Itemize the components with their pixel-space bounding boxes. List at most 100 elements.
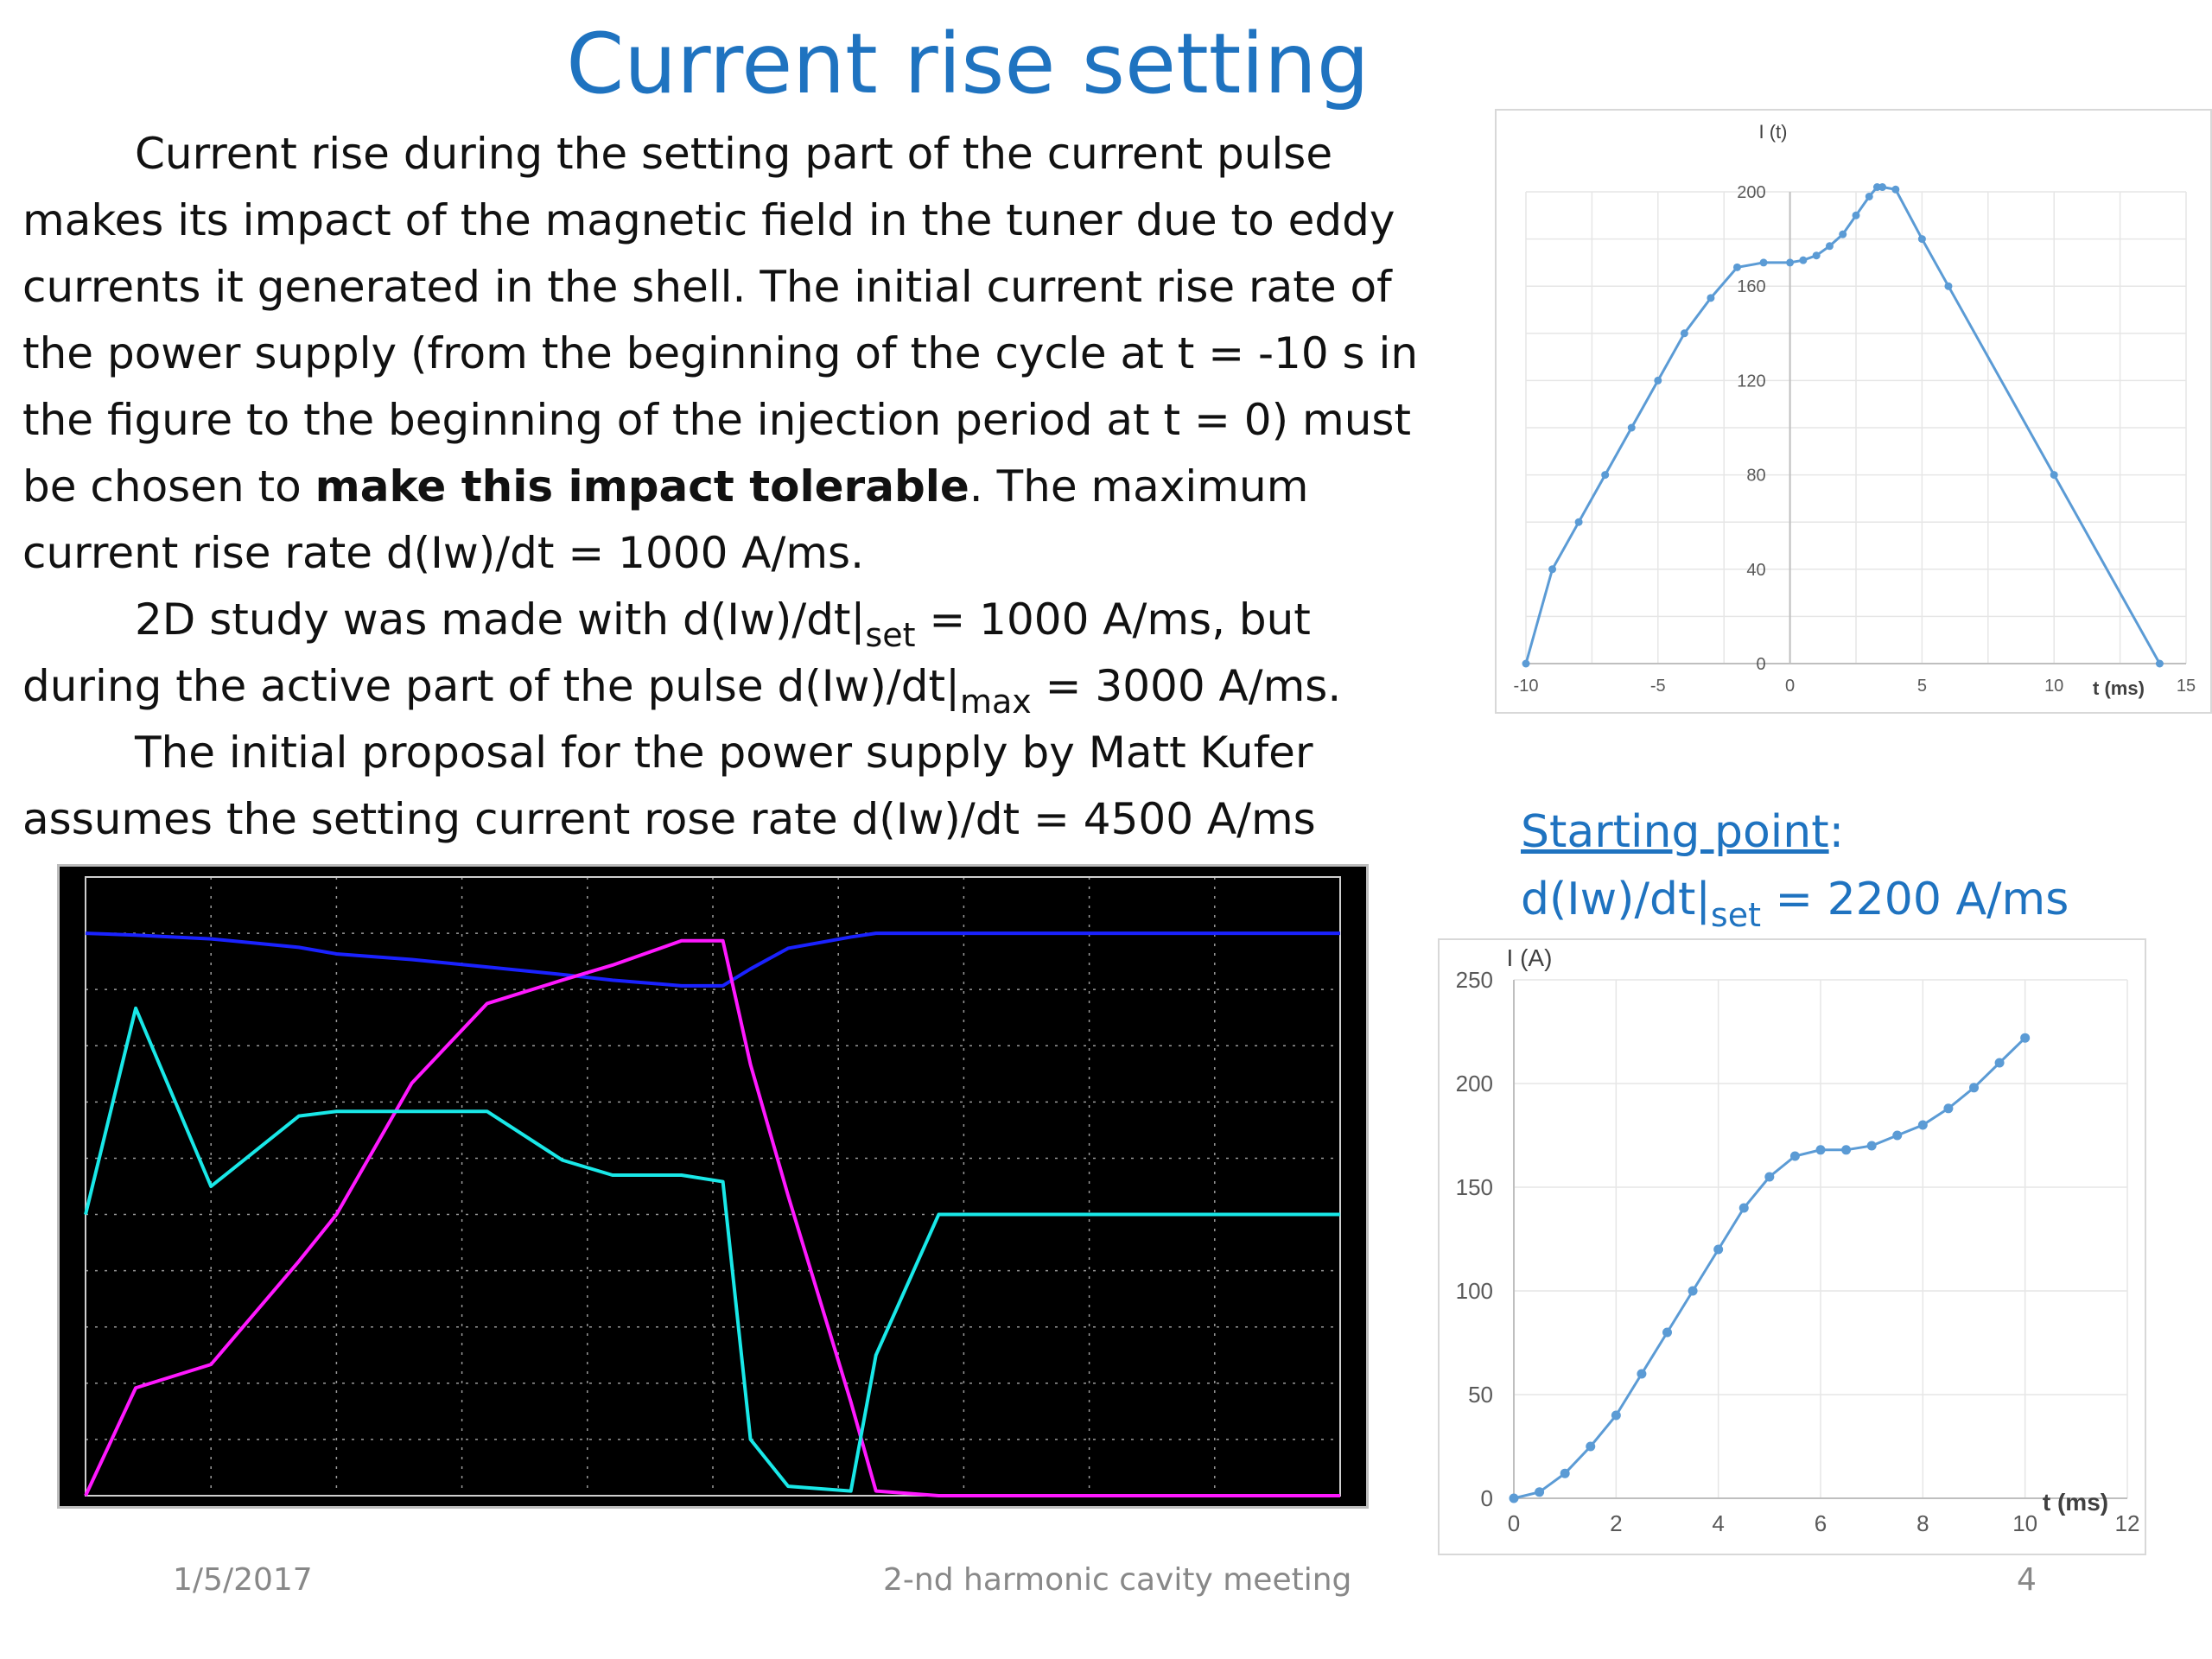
x-tick-label: 10	[2012, 1510, 2037, 1536]
slide-title: Current rise setting	[566, 16, 1370, 112]
data-point	[1839, 230, 1847, 238]
x-tick-label: -10	[1514, 677, 1539, 696]
y-tick-label: 100	[1456, 1278, 1493, 1304]
y-tick-label: 80	[1746, 467, 1765, 486]
data-point	[1764, 1172, 1775, 1182]
x-tick-label: 5	[1917, 677, 1927, 696]
data-point	[1969, 1083, 1979, 1093]
x-tick-label: 2	[1610, 1510, 1622, 1536]
data-point	[1738, 1203, 1749, 1213]
data-point	[2155, 659, 2164, 668]
y-tick-label: 0	[1756, 655, 1765, 674]
chart-rise: 0 2 4 6 8 10 12 0 50 100 150 200 250 I (A) t (ms)	[1456, 944, 2140, 1536]
y-axis-title: I (A)	[1507, 944, 1553, 971]
oscilloscope-panel	[57, 864, 1369, 1509]
x-axis-title: t (ms)	[2043, 1489, 2108, 1516]
starting-point-heading-line: Starting point:	[1521, 798, 2195, 866]
scope-trace	[84, 938, 1340, 1497]
chart-pulse-panel: -10 -5 0 5 10 15 0 40 80 120 160 200 I (t) t (ms)	[1495, 109, 2212, 714]
subscript-set: set	[865, 616, 916, 654]
x-tick-label: 4	[1712, 1510, 1724, 1536]
data-point	[1812, 251, 1821, 260]
x-tick-label: 0	[1785, 677, 1795, 696]
data-point	[1560, 1468, 1570, 1478]
data-point	[1601, 471, 1610, 480]
y-tick-label: 0	[1481, 1485, 1493, 1511]
footer-date: 1/5/2017	[173, 1562, 313, 1598]
chart-rise-panel: 0 2 4 6 8 10 12 0 50 100 150 200 250 I (A) t (ms)	[1438, 938, 2146, 1555]
starting-point: Starting point: d(Iw)/dt|set = 2200 A/ms	[1521, 798, 2195, 933]
starting-point-formula: d(Iw)/dt|set = 2200 A/ms	[1521, 866, 2195, 933]
x-tick-label: 8	[1916, 1510, 1929, 1536]
data-point	[1522, 659, 1530, 668]
data-point	[1799, 256, 1808, 264]
data-point	[1662, 1327, 1672, 1338]
data-point	[1680, 329, 1688, 338]
paragraph-2-text-a: 2D study was made with d(Iw)/dt|	[135, 594, 866, 645]
y-tick-label: 50	[1468, 1382, 1493, 1408]
paragraph-1-text-a: Current rise during the setting part of …	[22, 129, 1419, 512]
body-text: Current rise during the setting part of …	[22, 121, 1457, 853]
x-tick-label: 0	[1508, 1510, 1520, 1536]
x-tick-label: 10	[2044, 677, 2063, 696]
paragraph-1-text-b: . The maximum current rise rate d(Iw)/dt…	[22, 461, 1309, 578]
paragraph-1: Current rise during the setting part of …	[22, 121, 1457, 587]
formula-text-a: d(Iw)/dt|	[1521, 874, 1711, 925]
data-point	[1865, 192, 1873, 200]
starting-point-colon: :	[1828, 806, 1845, 858]
data-point	[1892, 1130, 1903, 1141]
data-point	[1586, 1441, 1596, 1452]
data-point	[1815, 1145, 1826, 1155]
data-point	[1841, 1145, 1852, 1155]
scope-trace	[85, 931, 1340, 988]
data-point	[1654, 376, 1662, 385]
data-point	[1866, 1141, 1877, 1151]
data-point	[1759, 258, 1768, 267]
data-point	[1548, 565, 1557, 574]
x-tick-label: -5	[1650, 677, 1666, 696]
oscilloscope-traces	[84, 876, 1341, 1497]
data-point	[1707, 294, 1715, 302]
data-point	[1944, 282, 1953, 290]
y-tick-label: 250	[1456, 967, 1493, 993]
formula-subscript: set	[1710, 896, 1761, 934]
subscript-max: max	[959, 683, 1032, 721]
data-point	[1943, 1103, 1954, 1114]
y-tick-label: 160	[1737, 277, 1765, 296]
paragraph-3: The initial proposal for the power suppl…	[22, 720, 1457, 853]
series-line	[1524, 186, 2161, 664]
data-point	[1688, 1286, 1698, 1296]
data-point	[1878, 183, 1887, 192]
footer-meeting: 2-nd harmonic cavity meeting	[883, 1562, 1352, 1598]
x-tick-label: 6	[1815, 1510, 1827, 1536]
data-point	[1611, 1410, 1621, 1421]
paragraph-2-text-b: = 1000 A/ms, but during the active part …	[22, 594, 1311, 711]
formula-text-b: = 2200 A/ms	[1760, 874, 2069, 925]
data-point	[1917, 235, 1926, 244]
data-point	[1535, 1487, 1545, 1497]
y-axis-title: I (t)	[1759, 121, 1788, 143]
data-point	[1786, 258, 1795, 267]
scope-frame	[85, 876, 1341, 1497]
data-point	[1732, 263, 1741, 271]
chart-pulse: -10 -5 0 5 10 15 0 40 80 120 160 200 I (t) t (ms)	[1514, 121, 2196, 699]
data-point	[1574, 518, 1583, 526]
data-point	[1917, 1120, 1928, 1130]
data-point	[1789, 1151, 1800, 1161]
paragraph-2-text-c: = 3000 A/ms.	[1031, 661, 1342, 711]
footer-page-number: 4	[2017, 1562, 2037, 1598]
y-tick-label: 40	[1746, 561, 1765, 580]
x-axis-title: t (ms)	[2093, 677, 2145, 699]
y-tick-label: 150	[1456, 1174, 1493, 1200]
data-point	[1891, 185, 1900, 194]
data-point	[1627, 423, 1636, 432]
data-point	[2050, 471, 2058, 480]
x-tick-label: 15	[2177, 677, 2196, 696]
starting-point-heading[interactable]: Starting point	[1521, 806, 1829, 858]
x-tick-label: 12	[2115, 1510, 2140, 1536]
y-tick-label: 200	[1737, 183, 1765, 202]
data-point	[2020, 1033, 2031, 1043]
y-tick-label: 120	[1737, 372, 1765, 391]
data-point	[1994, 1058, 2005, 1068]
y-tick-label: 200	[1456, 1071, 1493, 1096]
